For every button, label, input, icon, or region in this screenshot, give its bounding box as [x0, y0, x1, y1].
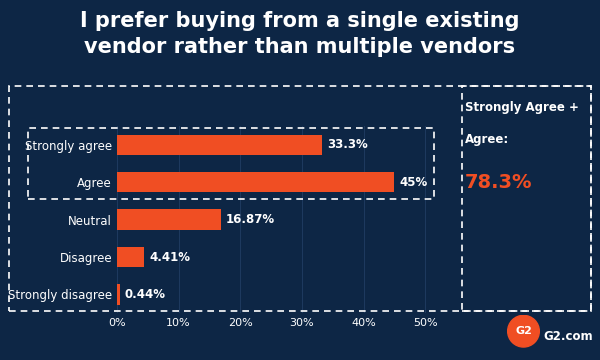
Text: I prefer buying from a single existing
vendor rather than multiple vendors: I prefer buying from a single existing v… [80, 11, 520, 57]
Text: 45%: 45% [399, 176, 428, 189]
Text: 4.41%: 4.41% [149, 251, 190, 264]
Text: Agree:: Agree: [465, 133, 509, 146]
Text: Strongly Agree +: Strongly Agree + [465, 101, 579, 114]
Text: G2.com: G2.com [543, 330, 593, 343]
Bar [117, 284, 120, 305]
Circle shape [508, 315, 539, 347]
Text: 78.3%: 78.3% [465, 173, 533, 192]
Text: 0.44%: 0.44% [125, 288, 166, 301]
Bar [117, 247, 144, 267]
Text: 33.3%: 33.3% [327, 138, 368, 151]
Text: G2: G2 [515, 326, 532, 336]
Bar [117, 135, 322, 155]
Bar [117, 172, 394, 193]
Bar [117, 209, 221, 230]
Text: 16.87%: 16.87% [226, 213, 275, 226]
